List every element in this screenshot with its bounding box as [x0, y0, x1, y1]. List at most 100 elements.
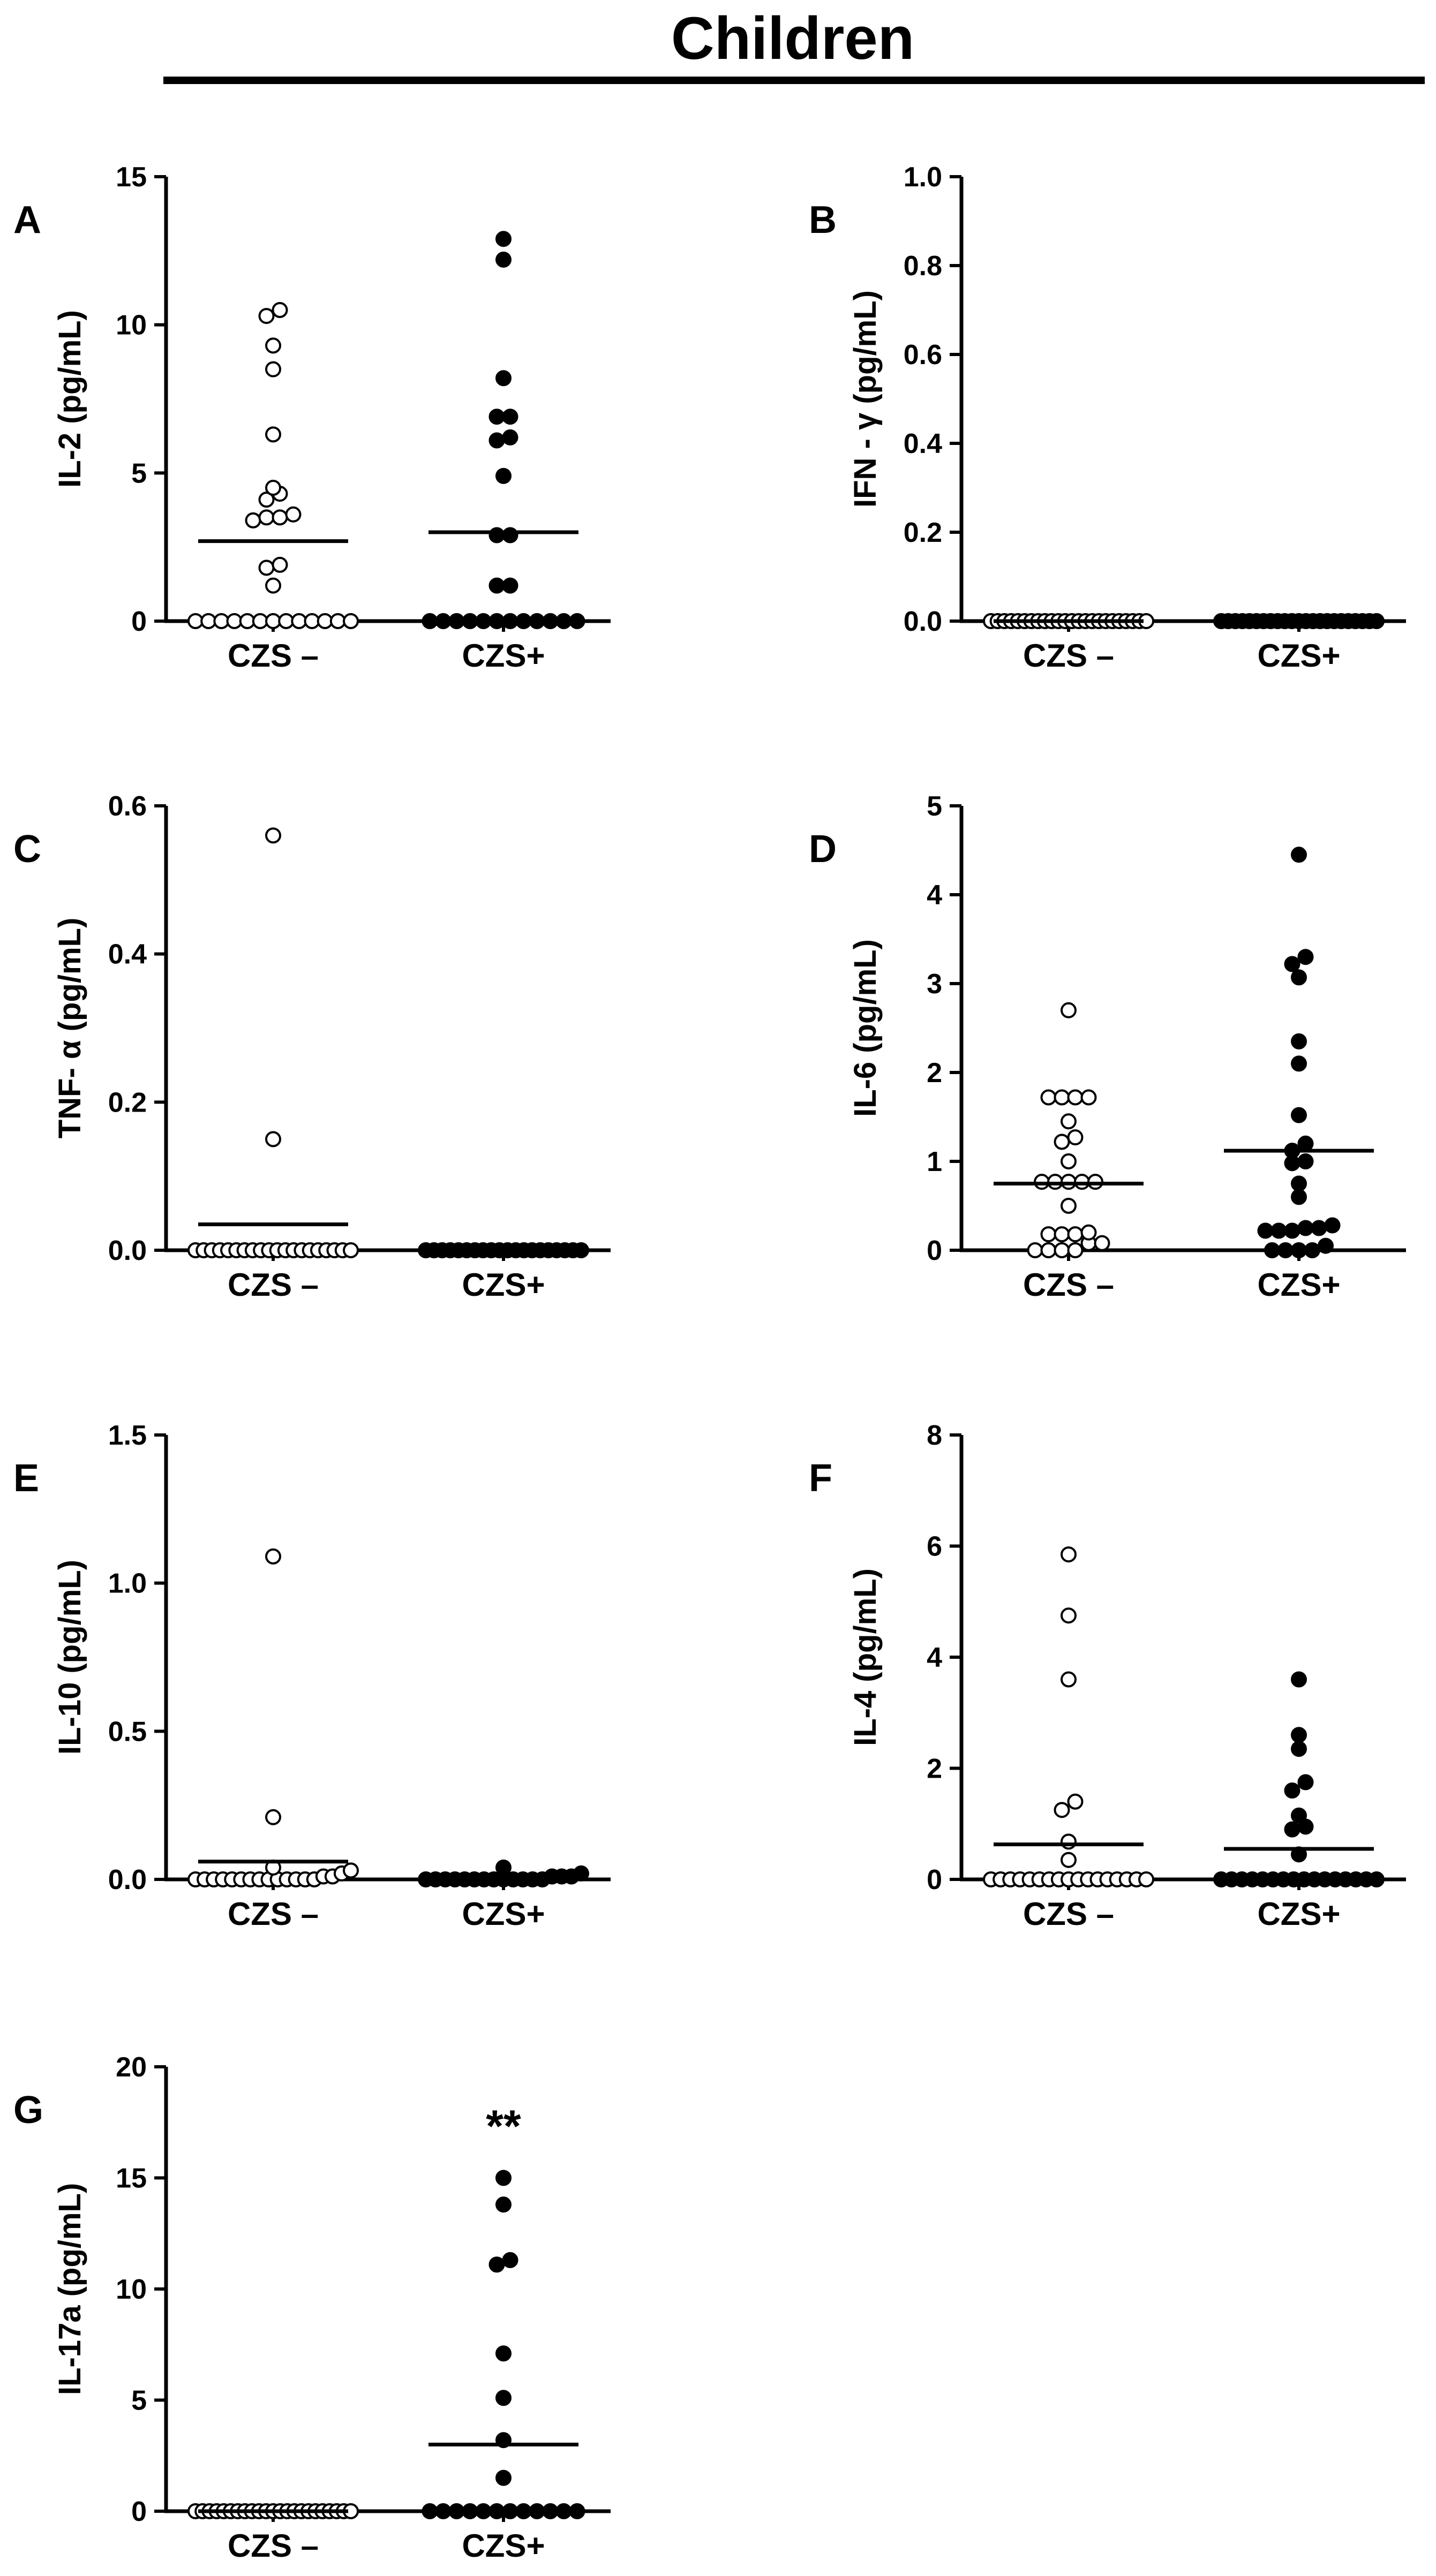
y-axis-label: IL-10 (pg/mL) [52, 1560, 87, 1755]
data-point [488, 527, 505, 543]
data-point [1054, 1242, 1070, 1258]
y-axis-label: TNF- α (pg/mL) [52, 918, 87, 1139]
data-point [343, 613, 359, 629]
y-tick-label: 5 [927, 791, 942, 822]
panel-f: 0 2 4 6 8 CZS – CZS+ IL-4 (pg/mL) F [809, 1420, 1406, 1932]
data-point [239, 613, 255, 629]
data-point [1264, 1242, 1280, 1258]
panel-c: 0.0 0.2 0.4 0.6 CZS – CZS+ TNF- α (pg/mL) C [13, 791, 611, 1303]
data-point [272, 509, 288, 526]
y-axis-label: IL-4 (pg/mL) [848, 1568, 883, 1746]
data-point [1061, 1833, 1077, 1850]
data-point [529, 613, 545, 629]
x-tick-label: CZS+ [462, 1267, 545, 1303]
data-point [1054, 1802, 1070, 1818]
data-point [1040, 1089, 1057, 1106]
x-tick-label: CZS – [228, 2528, 319, 2564]
data-point [258, 308, 275, 324]
data-point [488, 613, 505, 629]
x-tick-label: CZS+ [1257, 1267, 1340, 1303]
data-point [422, 2503, 438, 2519]
data-point [1318, 1237, 1334, 1254]
y-tick-label: 1.0 [904, 162, 942, 193]
data-point [343, 1242, 359, 1258]
data-point [1061, 1113, 1077, 1130]
data-point [1369, 1871, 1385, 1887]
panel-label: G [13, 2089, 43, 2132]
data-point [1067, 1226, 1084, 1243]
data-point [291, 613, 307, 629]
data-point [1061, 1002, 1077, 1018]
data-point [435, 2503, 452, 2519]
panel-label: E [13, 1457, 39, 1500]
y-tick-label: 15 [116, 2163, 147, 2194]
data-point [1094, 1235, 1110, 1251]
data-point [1291, 1727, 1307, 1743]
figure-title: Children [671, 5, 914, 72]
data-point [1297, 1153, 1314, 1169]
data-point [422, 613, 438, 629]
data-point [502, 2252, 518, 2269]
y-tick-label: 0 [131, 2496, 147, 2527]
data-point [1061, 1153, 1077, 1169]
y-tick-label: 5 [131, 458, 147, 489]
data-point [1061, 1546, 1077, 1563]
data-point [265, 1131, 281, 1147]
y-tick-label: 4 [927, 880, 942, 911]
data-point [569, 2503, 585, 2519]
data-point [462, 613, 478, 629]
data-point [515, 613, 532, 629]
y-tick-label: 8 [927, 1420, 942, 1451]
data-point [1054, 1134, 1070, 1150]
y-tick-label: 0.6 [108, 791, 147, 822]
data-point [265, 480, 281, 496]
data-point [213, 613, 230, 629]
y-tick-label: 5 [131, 2385, 147, 2416]
data-point [278, 613, 295, 629]
data-point [495, 2345, 512, 2362]
data-point [1067, 1089, 1084, 1106]
data-point [1297, 1774, 1314, 1791]
data-point [1040, 1242, 1057, 1258]
data-point [265, 1809, 281, 1825]
data-point [317, 613, 333, 629]
panel-label: B [809, 199, 837, 241]
data-point [475, 613, 492, 629]
data-point [435, 613, 452, 629]
data-point [265, 426, 281, 443]
y-tick-label: 1.0 [108, 1568, 147, 1599]
y-tick-label: 0.2 [108, 1087, 147, 1118]
data-point [569, 613, 585, 629]
data-point [304, 613, 320, 629]
y-tick-label: 6 [927, 1531, 942, 1562]
significance-marker: ** [486, 2101, 521, 2151]
data-point [1054, 1089, 1070, 1106]
data-point [495, 2469, 512, 2486]
panel-a: 0 5 10 15 CZS – CZS+ IL-2 (pg/mL) A [13, 162, 611, 674]
y-tick-label: 0 [131, 606, 147, 637]
data-point [515, 2503, 532, 2519]
x-tick-label: CZS – [1023, 1896, 1114, 1932]
y-tick-label: 10 [116, 310, 147, 341]
y-tick-label: 0 [927, 1235, 942, 1266]
data-point [343, 1862, 359, 1879]
data-point [200, 613, 217, 629]
data-point [258, 492, 275, 508]
data-point [187, 613, 204, 629]
data-point [502, 429, 518, 445]
data-point [1291, 1033, 1307, 1049]
x-tick-label: CZS – [1023, 1267, 1114, 1303]
y-tick-label: 2 [927, 1057, 942, 1089]
x-tick-label: CZS+ [1257, 638, 1340, 674]
data-point [1291, 1107, 1307, 1123]
data-point [1291, 1175, 1307, 1192]
data-point [495, 1859, 512, 1876]
data-point [226, 613, 243, 629]
y-tick-label: 0.0 [904, 606, 942, 637]
x-tick-label: CZS+ [462, 638, 545, 674]
data-point [1291, 847, 1307, 863]
panel-label: F [809, 1457, 832, 1500]
y-tick-label: 0 [927, 1864, 942, 1895]
data-point [462, 2503, 478, 2519]
